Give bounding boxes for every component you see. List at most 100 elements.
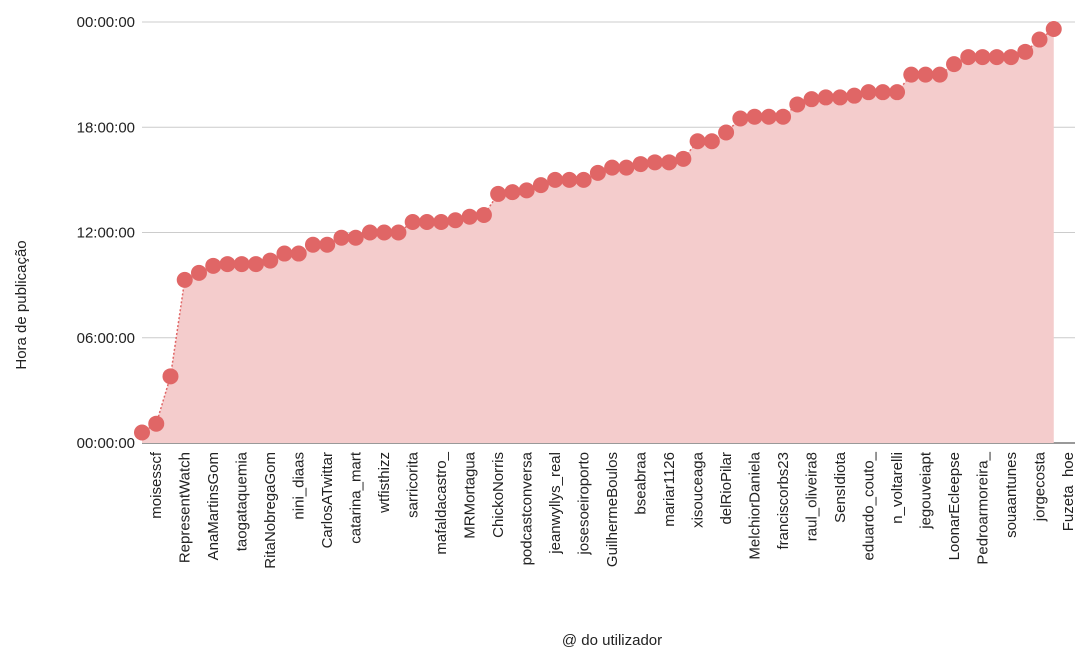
data-point [162,368,179,385]
data-point [404,213,421,230]
data-point [390,224,407,241]
x-axis-ticks: moisesscf RepresentWatch AnaMartinsGom taog… [148,451,1075,569]
data-point [618,159,635,176]
x-tick-label: Pedroarmoreira_ [975,451,992,564]
data-point [418,213,435,230]
x-tick-label: Fuzeta_hoe [1060,452,1075,531]
y-tick-label: 12:00:00 [77,225,135,242]
data-point [233,256,250,273]
data-point [205,257,222,274]
data-point [247,256,264,273]
data-point [433,213,450,230]
data-point [988,49,1005,66]
data-point [689,133,706,150]
data-point [518,182,535,199]
y-tick-label: 00:00:00 [77,14,135,31]
data-point [760,108,777,125]
x-tick-label: nini_diaas [291,452,308,520]
x-axis-title: @ do utilizador [562,632,662,649]
x-tick-label: CarlosATwittar [319,452,336,548]
x-tick-label: eduardo_couto_ [861,451,878,560]
area-layer [141,28,1055,444]
data-point [219,256,236,273]
data-point [675,150,692,167]
data-point [903,66,920,83]
data-point [134,424,150,441]
data-point [148,415,165,432]
x-tick-label: ChickoNorris [490,452,507,538]
data-point [946,56,963,73]
data-point [960,49,977,66]
x-tick-label: MRMortagua [462,451,479,538]
data-point [846,87,863,104]
data-point [1017,43,1034,60]
data-point [817,89,834,106]
data-point [176,271,193,288]
data-point [803,91,820,108]
data-point [490,185,507,202]
data-point [589,164,606,181]
data-point [504,184,521,201]
y-tick-label: 06:00:00 [77,330,135,347]
x-tick-label: franciscorbs23 [775,452,792,550]
data-point [1003,49,1020,66]
data-point [775,108,792,125]
y-axis-title: Hora de publicação [13,240,30,369]
data-points [134,21,1062,441]
data-point [262,252,279,269]
data-point [475,206,492,223]
data-point [604,159,621,176]
y-tick-label: 18:00:00 [77,119,135,136]
x-tick-label: bseabraa [633,451,650,514]
x-tick-label: podcastconversa [519,451,536,565]
x-tick-label: mariar1126 [661,452,678,527]
x-tick-label: RitaNobregaGom [262,452,279,569]
data-point [732,110,749,127]
data-point [276,245,293,262]
x-tick-label: wtfisthizz [376,452,393,514]
data-point [889,84,906,101]
data-point [376,224,393,241]
x-tick-label: taogataquemia [234,451,251,551]
x-tick-label: moisesscf [148,451,165,519]
x-tick-label: raul_oliveira8 [804,452,821,541]
data-point [290,245,307,262]
y-axis-ticks: 00:00:00 06:00:00 12:00:00 18:00:00 00:00:00 [77,14,135,452]
data-point [319,236,336,253]
x-tick-label: n_voltarelli [889,452,906,524]
x-tick-label: MelchiorDaniela [747,451,764,559]
x-tick-label: RepresentWatch [177,452,194,563]
data-point [304,236,321,253]
data-point [746,108,763,125]
data-point [461,208,478,225]
x-tick-label: sarricorita [405,451,422,518]
x-tick-label: xisouceaga [690,451,707,528]
x-tick-label: GuilhermeBoulos [604,452,621,567]
x-tick-label: LoonarEcleepse [946,452,963,560]
x-tick-label: jeanwyllys_real [547,452,564,555]
data-point [632,156,649,173]
x-tick-label: mafaldacastro_ [433,451,450,554]
x-tick-label: jegouveiapt [918,451,935,530]
data-point [333,229,350,246]
data-point [860,84,877,101]
x-tick-label: jorgecosta [1032,451,1049,522]
data-point [917,66,934,83]
data-point [447,212,464,229]
x-tick-label: AnaMartinsGom [205,452,222,560]
x-tick-label: souaantunes [1003,452,1020,538]
data-point [718,124,735,141]
data-point [789,96,806,113]
data-point [361,224,378,241]
x-tick-label: delRioPilar [718,452,735,525]
y-tick-label: 00:00:00 [77,435,135,452]
x-tick-label: catarina_mart [348,451,365,544]
x-tick-label: SensIdiota [832,451,849,523]
data-point [561,171,578,188]
data-point [1031,31,1048,48]
data-point [1045,21,1062,38]
data-point [347,229,364,246]
data-point [646,154,663,171]
